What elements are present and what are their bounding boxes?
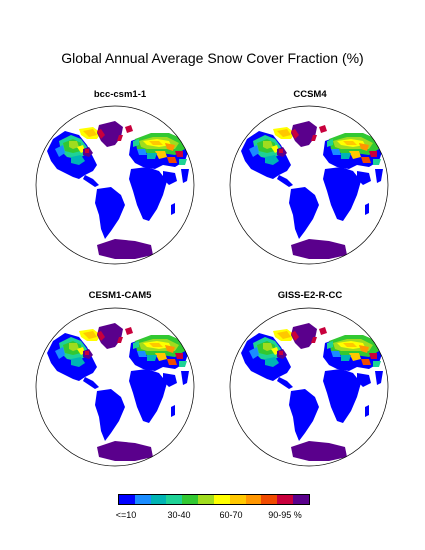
panel-title-ccsm4: CCSM4 [293, 89, 327, 100]
colorbar-label-3: 90-95 % [268, 510, 302, 520]
globe-map-giss-e2-r-cc [229, 307, 389, 467]
globe-map-bcc-csm1-1 [35, 105, 195, 265]
colorbar-label-2: 60-70 [219, 510, 243, 520]
globe-map-ccsm4 [229, 105, 389, 265]
colorbar [118, 494, 310, 505]
panel-title-cesm1-cam5: CESM1-CAM5 [88, 290, 152, 301]
colorbar-swatch-7 [229, 495, 246, 504]
colorbar-swatch-6 [213, 495, 230, 504]
panel-title-bcc-csm1-1: bcc-csm1-1 [93, 89, 147, 100]
colorbar-label-0: <=10 [115, 510, 137, 520]
globe-map-cesm1-cam5 [35, 307, 195, 467]
colorbar-swatch-0 [119, 495, 135, 504]
colorbar-swatch-11 [293, 495, 309, 504]
colorbar-swatch-4 [182, 495, 199, 504]
colorbar-swatch-10 [277, 495, 294, 504]
colorbar-swatch-8 [245, 495, 262, 504]
colorbar-swatch-1 [134, 495, 151, 504]
colorbar-swatch-9 [261, 495, 278, 504]
colorbar-label-1: 30-40 [167, 510, 191, 520]
colorbar-swatch-3 [166, 495, 183, 504]
panel-title-giss-e2-r-cc: GISS-E2-R-CC [277, 290, 343, 301]
colorbar-swatch-2 [150, 495, 167, 504]
figure-title: Global Annual Average Snow Cover Fractio… [61, 50, 364, 66]
colorbar-swatch-5 [198, 495, 214, 504]
